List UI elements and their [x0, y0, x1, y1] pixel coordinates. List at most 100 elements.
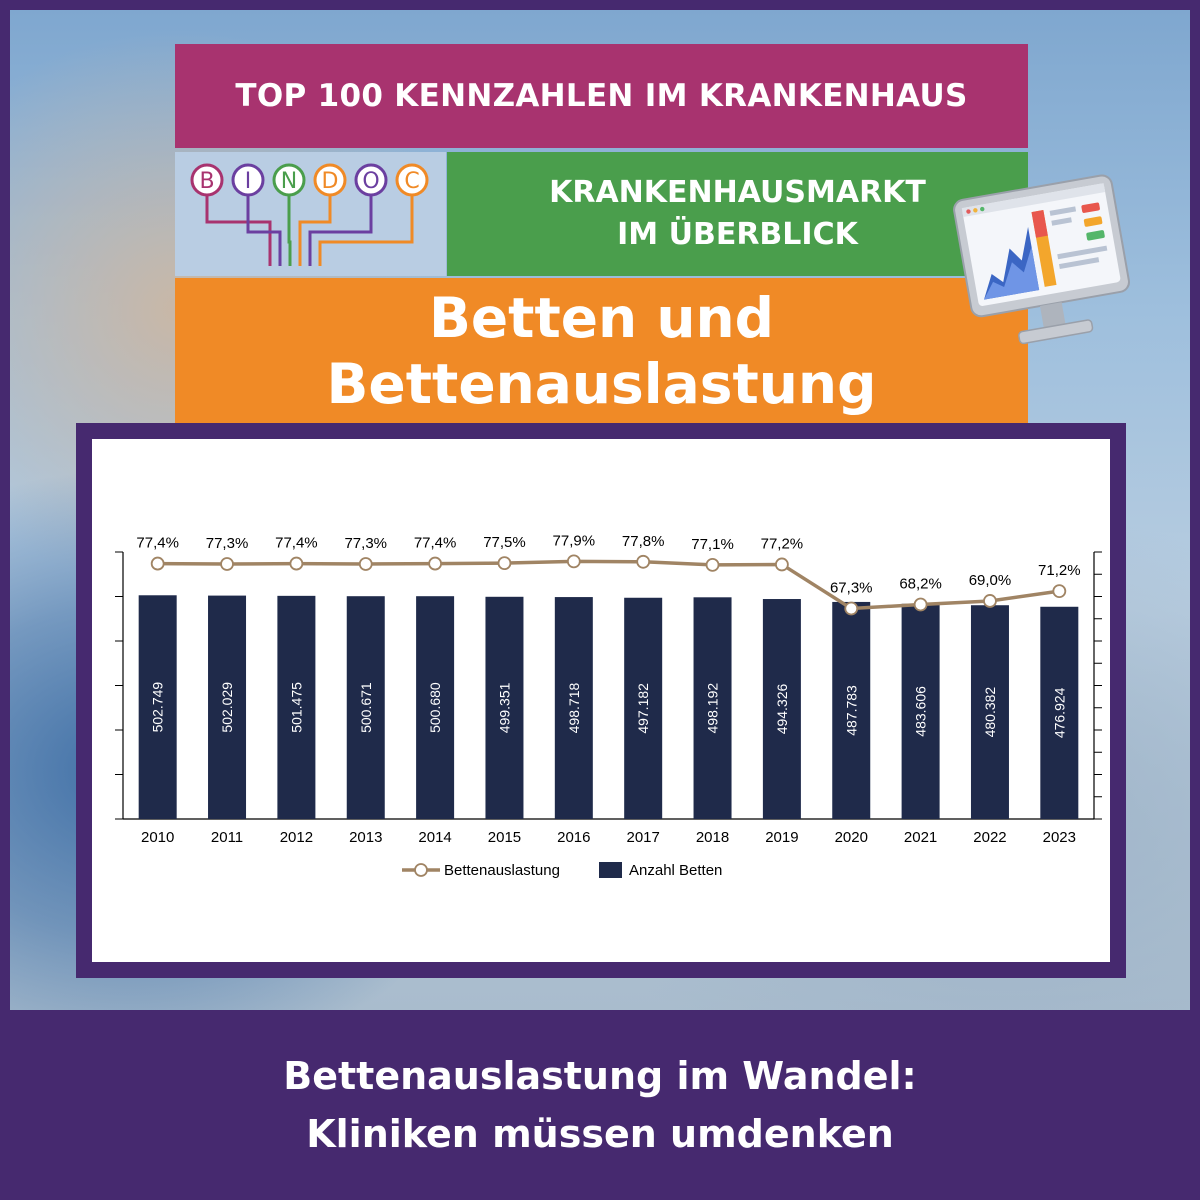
main-title-line-2: Bettenauslastung [326, 351, 877, 416]
logo-letter-circle [272, 163, 306, 197]
logo-letter-circle [190, 163, 224, 197]
logo-circuit-line [246, 195, 282, 266]
line-value-label-2015: 77,5% [483, 534, 526, 551]
logo-letter-circle [231, 163, 265, 197]
bar-2023 [1040, 606, 1079, 819]
bar-2013 [346, 596, 385, 819]
logo-letter: B [199, 169, 214, 194]
line-value-label-2022: 69,0% [969, 572, 1012, 589]
bar-value-label-2012: 501.475 [288, 682, 304, 733]
bar-2010 [138, 595, 177, 819]
bar-value-label-2016: 498.718 [566, 683, 582, 734]
line-value-label-2014: 77,4% [414, 535, 457, 552]
line-value-label-2016: 77,9% [553, 532, 596, 549]
x-tick-label-2021: 2021 [904, 829, 937, 846]
x-tick-label-2014: 2014 [418, 829, 451, 846]
line-value-label-2013: 77,3% [344, 535, 387, 552]
x-tick-label-2013: 2013 [349, 829, 382, 846]
main-title-banner: Betten und Bettenauslastung [175, 278, 1028, 423]
x-tick-label-2018: 2018 [696, 829, 729, 846]
line-point-2013 [358, 557, 373, 571]
bar-value-label-2022: 480.382 [982, 687, 998, 738]
logo-letter-circle [354, 163, 388, 197]
x-tick-label-2023: 2023 [1043, 829, 1076, 846]
x-tick-label-2011: 2011 [211, 829, 243, 846]
bar-2016 [554, 597, 593, 819]
logo-letter: N [281, 169, 297, 194]
top-title: TOP 100 KENNZAHLEN IM KRANKENHAUS [235, 78, 968, 114]
bar-value-label-2010: 502.749 [150, 682, 166, 733]
line-value-label-2020: 67,3% [830, 580, 873, 597]
line-value-label-2017: 77,8% [622, 533, 665, 550]
line-value-label-2010: 77,4% [136, 535, 179, 552]
bar-2019 [762, 599, 801, 819]
x-tick-label-2016: 2016 [557, 829, 590, 846]
bar-value-label-2015: 499.351 [496, 682, 512, 733]
bar-value-label-2021: 483.606 [913, 686, 929, 737]
bar-2012 [277, 595, 316, 819]
bar-value-label-2023: 476.924 [1051, 687, 1067, 738]
legend-bar-swatch [599, 862, 622, 878]
footer-banner: Bettenauslastung im Wandel: Kliniken müs… [0, 1010, 1200, 1200]
logo-letter-circle [395, 163, 429, 197]
bar-value-label-2011: 502.029 [219, 682, 235, 733]
top-title-banner: TOP 100 KENNZAHLEN IM KRANKENHAUS [175, 44, 1028, 148]
x-tick-label-2010: 2010 [141, 829, 174, 846]
line-point-2019 [774, 557, 789, 572]
line-value-label-2012: 77,4% [275, 535, 318, 552]
line-point-2020 [844, 601, 859, 616]
bar-2020 [832, 601, 871, 819]
x-tick-label-2012: 2012 [280, 829, 313, 846]
logo-letter: O [362, 169, 379, 194]
bar-2015 [485, 596, 524, 819]
bar-2017 [624, 597, 663, 819]
subtitle-banner: KRANKENHAUSMARKT IM ÜBERBLICK [447, 152, 1028, 276]
bar-2011 [208, 595, 247, 819]
bar-value-label-2019: 494.326 [774, 683, 790, 734]
beds-utilization-chart: 502.749 2010 502.029 2011 501.475 2012 500.671… [115, 532, 1102, 879]
bar-value-label-2017: 497.182 [635, 683, 651, 734]
logo-circuit-line [298, 195, 332, 266]
line-point-2022 [983, 594, 997, 608]
line-value-label-2011: 77,3% [206, 535, 249, 552]
line-point-2021 [913, 597, 928, 612]
bar-value-label-2014: 500.680 [427, 682, 443, 733]
logo-circuit-line [308, 195, 373, 266]
subtitle-line-1: KRANKENHAUSMARKT [549, 175, 926, 210]
logo-letter: D [322, 169, 339, 194]
main-title-line-1: Betten und [428, 285, 775, 350]
line-point-2016 [566, 554, 581, 569]
logo-letter: I [245, 169, 252, 194]
legend-label-anzahl-betten: Anzahl Betten [629, 862, 722, 879]
utilization-line [157, 559, 1060, 611]
bar-value-label-2013: 500.671 [358, 682, 374, 733]
line-point-2023 [1052, 584, 1067, 599]
bar-value-label-2018: 498.192 [705, 683, 721, 734]
line-value-label-2019: 77,2% [761, 535, 804, 552]
logo-letter-circle [313, 163, 347, 197]
subtitle-line-2: IM ÜBERBLICK [617, 217, 858, 252]
legend-label-bettenauslastung: Bettenauslastung [444, 862, 560, 879]
line-point-2017 [636, 554, 651, 569]
x-tick-label-2015: 2015 [488, 829, 521, 846]
line-point-2011 [220, 557, 234, 571]
line-point-2012 [289, 556, 304, 571]
logo-letter: C [404, 169, 419, 194]
x-tick-label-2022: 2022 [973, 829, 1006, 846]
x-tick-label-2020: 2020 [835, 829, 868, 846]
bar-2018 [693, 597, 732, 819]
monitor-dashboard-icon [953, 174, 1130, 345]
bar-2022 [970, 605, 1009, 819]
line-value-label-2018: 77,1% [691, 536, 734, 553]
line-point-2018 [705, 558, 720, 572]
bar-2014 [416, 596, 455, 819]
chart-panel: 502.749 2010 502.029 2011 501.475 2012 500.671… [92, 439, 1110, 962]
logo-circuit-line [205, 195, 272, 266]
line-point-2010 [150, 556, 165, 571]
footer-line-2: Kliniken müssen umdenken [306, 1112, 894, 1156]
logo-circuit-line [287, 195, 292, 266]
line-point-2014 [428, 556, 443, 571]
x-tick-label-2019: 2019 [765, 829, 798, 846]
line-point-2015 [497, 556, 512, 571]
